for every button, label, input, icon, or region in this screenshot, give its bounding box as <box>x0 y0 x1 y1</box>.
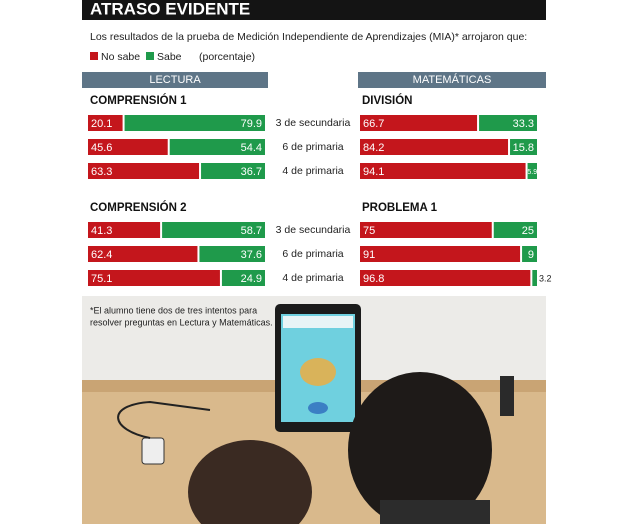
bar-segment <box>522 246 537 262</box>
value-label: 58.7 <box>241 225 262 237</box>
value-label: 9 <box>528 249 534 261</box>
legend-label: Sabe <box>157 51 182 63</box>
title: ATRASO EVIDENTE <box>90 0 250 18</box>
value-label: 3.2 <box>539 273 552 283</box>
value-label: 33.3 <box>513 118 534 130</box>
category-label: 3 de secundaria <box>276 224 351 236</box>
value-label: 5.9 <box>527 169 537 176</box>
value-label: 37.6 <box>241 249 262 261</box>
chart-title: PROBLEMA 1 <box>362 202 438 214</box>
category-label: 6 de primaria <box>282 141 343 153</box>
bar-segment <box>360 246 521 262</box>
bar-segment <box>360 222 492 238</box>
category-label: 4 de primaria <box>282 272 343 284</box>
bar-segment <box>88 139 168 155</box>
bar-segment <box>124 115 266 131</box>
value-label: 75.1 <box>91 273 112 285</box>
bar-segment <box>201 163 265 179</box>
value-label: 15.8 <box>513 142 534 154</box>
category-label: 3 de secundaria <box>276 117 351 129</box>
value-label: 25 <box>522 225 534 237</box>
value-label: 75 <box>363 225 375 237</box>
bar-segment <box>493 222 537 238</box>
bar-segment <box>360 139 509 155</box>
value-label: 84.2 <box>363 142 384 154</box>
value-label: 24.9 <box>241 273 262 285</box>
bar-segment <box>360 270 531 286</box>
bar-segment <box>532 270 537 286</box>
value-label: 63.3 <box>91 166 112 178</box>
value-label: 36.7 <box>241 166 262 178</box>
chart-title: COMPRENSIÓN 2 <box>90 201 187 214</box>
bar-segment <box>169 139 265 155</box>
bar-segment <box>510 139 537 155</box>
bar-segment <box>88 270 220 286</box>
bar-segment <box>199 246 265 262</box>
bar-segment <box>88 115 123 131</box>
value-label: 66.7 <box>363 118 384 130</box>
value-label: 91 <box>363 249 375 261</box>
legend-swatch <box>90 52 98 60</box>
bar-segment <box>162 222 265 238</box>
title-bar <box>82 0 546 20</box>
bar-segment <box>360 163 526 179</box>
footnote: resolver preguntas en Lectura y Matemáti… <box>90 317 273 327</box>
value-label: 94.1 <box>363 166 384 178</box>
legend-swatch <box>146 52 154 60</box>
value-label: 62.4 <box>91 249 112 261</box>
legend-label: No sabe <box>101 51 140 63</box>
bar-segment <box>88 222 161 238</box>
category-label: 4 de primaria <box>282 165 343 177</box>
unit-label: (porcentaje) <box>199 51 255 63</box>
category-label: 6 de primaria <box>282 248 343 260</box>
photo <box>82 296 546 524</box>
chart-title: COMPRENSIÓN 1 <box>90 94 187 107</box>
chart-title: DIVISIÓN <box>362 94 412 107</box>
value-label: 79.9 <box>241 118 262 130</box>
bar-segment <box>88 163 200 179</box>
footnote: *El alumno tiene dos de tres intentos pa… <box>90 305 257 315</box>
section-header <box>82 72 268 88</box>
bar-segment <box>360 115 478 131</box>
bar-segment <box>527 163 537 179</box>
bar-segment <box>88 246 198 262</box>
section-header <box>358 72 546 88</box>
value-label: 96.8 <box>363 273 384 285</box>
value-label: 54.4 <box>241 142 262 154</box>
value-label: 20.1 <box>91 118 112 130</box>
subtitle: Los resultados de la prueba de Medición … <box>90 31 527 43</box>
value-label: 41.3 <box>91 225 112 237</box>
bar-segment <box>479 115 537 131</box>
value-label: 45.6 <box>91 142 112 154</box>
bar-segment <box>221 270 265 286</box>
section-title: LECTURA <box>149 74 201 86</box>
section-title: MATEMÁTICAS <box>413 73 492 86</box>
